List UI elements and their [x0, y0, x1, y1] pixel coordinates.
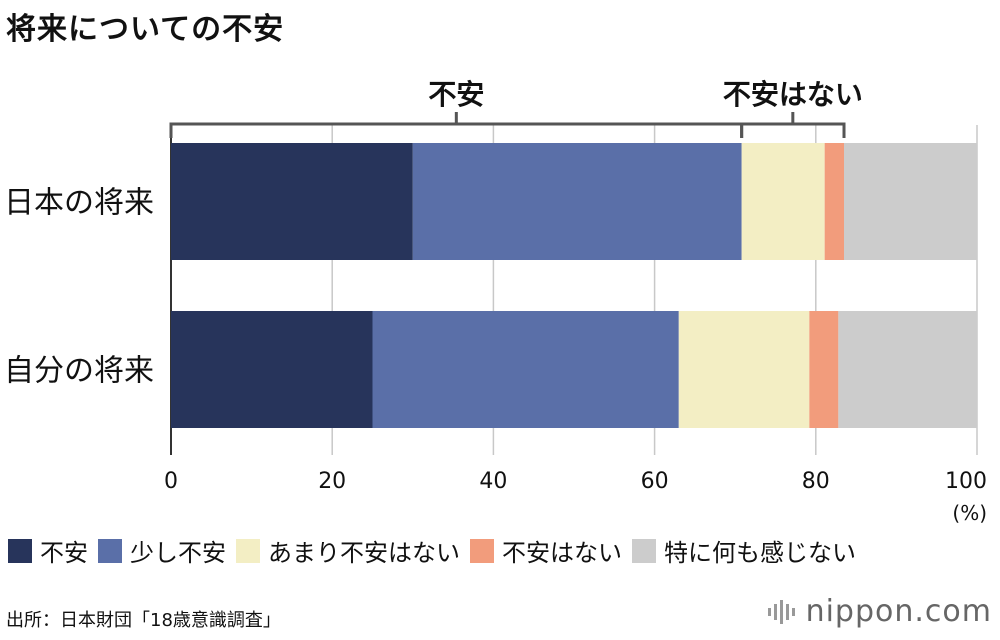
bar-segment	[372, 311, 679, 428]
x-tick-labels: 0 20 40 60 80 100 (%)	[164, 469, 987, 525]
bars	[171, 143, 977, 428]
legend-swatch	[470, 538, 494, 563]
bar-segment	[809, 311, 839, 428]
bar-segment	[838, 311, 977, 428]
legend-item: あまり不安はない	[236, 533, 460, 568]
bracket-line	[740, 122, 846, 138]
legend-label: 不安	[40, 539, 88, 567]
legend-label: あまり不安はない	[268, 539, 460, 567]
legend: 不安 少し不安 あまり不安はない 不安はない 特に何も感じない	[8, 533, 866, 568]
bar-segment	[741, 143, 825, 260]
x-tick-label: 20	[318, 469, 346, 494]
legend-label: 少し不安	[130, 539, 226, 567]
category-label: 自分の将来	[4, 354, 154, 389]
legend-item: 不安	[8, 533, 88, 568]
bar-segment	[824, 143, 845, 260]
logo-text: nippon.com	[805, 594, 992, 629]
bracket-label: 不安	[428, 78, 484, 111]
nippon-logo: nippon.com	[766, 594, 992, 629]
legend-item: 特に何も感じない	[632, 533, 856, 568]
category-label: 日本の将来	[4, 186, 154, 221]
bar-segment	[844, 143, 977, 260]
chart-title: 将来についての不安	[6, 12, 285, 47]
legend-item: 少し不安	[98, 533, 226, 568]
bar-segment	[412, 143, 742, 260]
x-tick-label: 40	[479, 469, 507, 494]
legend-swatch	[236, 538, 260, 563]
x-tick-label: 100	[945, 469, 987, 494]
legend-item: 不安はない	[470, 533, 622, 568]
group-brackets: 不安 不安はない	[169, 78, 863, 138]
legend-label: 不安はない	[502, 539, 622, 567]
legend-label: 特に何も感じない	[664, 539, 856, 567]
bracket-line	[169, 122, 744, 138]
logo-bars-icon	[767, 599, 795, 624]
bar-segment	[678, 311, 810, 428]
legend-swatch	[8, 538, 32, 563]
source-note: 出所：日本財団「18歳意識調査」	[6, 610, 281, 631]
x-tick-label: 60	[641, 469, 669, 494]
bracket-label: 不安はない	[723, 78, 863, 111]
x-unit-label: (%)	[952, 501, 987, 525]
legend-swatch	[632, 538, 656, 563]
x-tick-label: 0	[164, 469, 178, 494]
bar-segment	[171, 311, 373, 428]
bar-segment	[171, 143, 413, 260]
x-tick-label: 80	[802, 469, 830, 494]
legend-swatch	[98, 538, 122, 563]
